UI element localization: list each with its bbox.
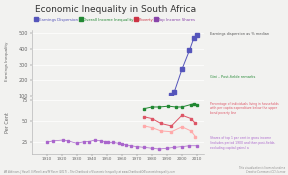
Text: Shares of top 1 per cent in gross income
(includes period 1900 and then post-fie: Shares of top 1 per cent in gross income… (210, 136, 276, 150)
Text: Percentage of individuals living in households
with per capita expenditure below: Percentage of individuals living in hous… (210, 102, 279, 115)
Text: Economic Inequality in South Africa: Economic Inequality in South Africa (35, 5, 196, 14)
Text: A B Atkinson, J Hasell, S Morelli and M Roser (2017) – The Chartbook of Economic: A B Atkinson, J Hasell, S Morelli and M … (3, 170, 175, 174)
Text: Earnings dispersion as % median: Earnings dispersion as % median (210, 32, 269, 36)
Text: Gini – Post-fielde remarks: Gini – Post-fielde remarks (210, 75, 256, 79)
Text: Per Cent: Per Cent (5, 112, 10, 133)
Text: This visualization is licensed under a
Creative Commons (CC) license: This visualization is licensed under a C… (239, 166, 285, 174)
Text: Earnings Inequality: Earnings Inequality (5, 41, 9, 81)
Legend: Earnings Dispersion, Overall Income Inequality, Poverty, Top Income Shares: Earnings Dispersion, Overall Income Ineq… (34, 16, 197, 23)
